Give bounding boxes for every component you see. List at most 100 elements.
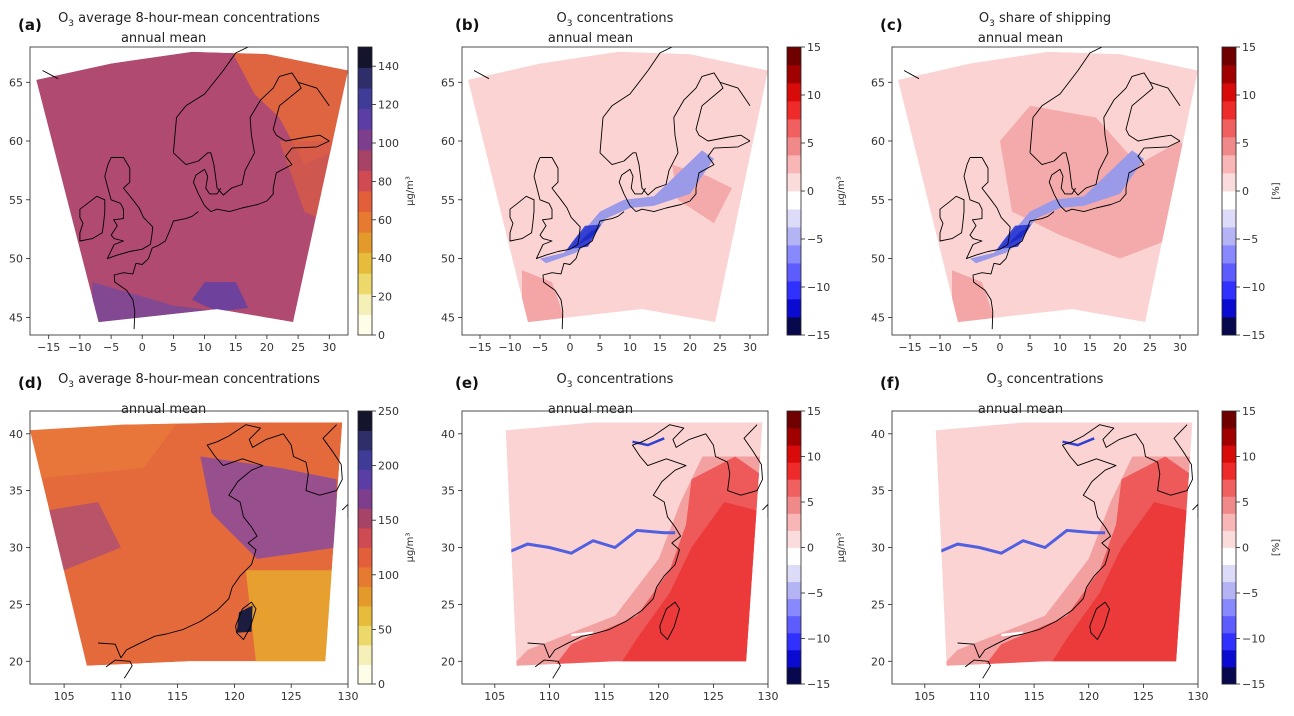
colorbar-band (787, 428, 801, 446)
coastline (1065, 140, 1181, 213)
panel-letter: (a) (18, 16, 42, 34)
title-main: O (58, 372, 68, 387)
x-tick-label: 125 (281, 690, 302, 703)
title-subscript: 3 (68, 19, 74, 29)
panel-letter: (c) (880, 16, 903, 34)
colorbar-band (787, 445, 801, 463)
colorbar-tick-label: −15 (1242, 678, 1265, 691)
field-base (468, 51, 768, 323)
colorbar-band (1222, 101, 1236, 120)
coastline (762, 503, 768, 518)
x-tick-label: 0 (567, 341, 574, 354)
colorbar-band (358, 489, 372, 509)
panel-title: O3 concentrations (557, 372, 674, 390)
coastline (972, 211, 1055, 330)
y-tick-label: 25 (871, 598, 885, 611)
colorbar-tick-label: 0 (807, 542, 814, 555)
panel-title: O3 average 8-hour-mean concentrations (58, 372, 320, 390)
colorbar-band (358, 586, 372, 607)
colorbar-band (787, 263, 801, 282)
coastline (527, 424, 706, 659)
colorbar-tick-label: 10 (1242, 89, 1256, 102)
coastline (659, 601, 680, 641)
x-tick-label: 125 (1133, 690, 1154, 703)
colorbar-band (1222, 666, 1236, 685)
panel-subtitle: annual mean (978, 402, 1063, 417)
colorbar-band (1222, 547, 1236, 565)
panel-letter: (d) (18, 374, 42, 392)
coastline (599, 47, 673, 153)
y-tick-label: 35 (441, 485, 455, 498)
colorbar-tick-label: −5 (807, 233, 823, 246)
colorbar-label: [%] (1271, 539, 1282, 556)
coastline (635, 140, 751, 213)
colorbar-band (358, 469, 372, 490)
data-field (898, 51, 1198, 323)
colorbar-band (358, 547, 372, 568)
colorbar-band (358, 273, 372, 295)
x-tick-label: 110 (969, 690, 990, 703)
x-tick-label: 25 (713, 341, 727, 354)
coastline (963, 157, 1011, 260)
colorbar-band (358, 232, 372, 254)
colorbar-band (787, 632, 801, 651)
x-tick-label: 115 (1024, 690, 1045, 703)
x-tick-label: 25 (1143, 341, 1157, 354)
x-tick-label: −15 (468, 341, 491, 354)
panel-letter: (b) (455, 16, 479, 34)
x-tick-label: 0 (139, 341, 146, 354)
colorbar-band (787, 191, 801, 210)
colorbar-tick-label: −5 (807, 587, 823, 600)
x-tick-label: 25 (291, 341, 305, 354)
panel-title: O3 average 8-hour-mean concentrations (58, 11, 320, 29)
colorbar-tick-label: 0 (1242, 185, 1249, 198)
field-alps (192, 282, 249, 312)
data-field (505, 422, 763, 666)
x-tick-label: 20 (1113, 341, 1127, 354)
title-rest: share of shipping (995, 11, 1111, 26)
colorbar-band (358, 170, 372, 192)
colorbar-band (358, 450, 372, 470)
title-rest: average 8-hour-mean concentrations (74, 372, 320, 387)
colorbar-tick-label: −10 (1242, 281, 1265, 294)
x-tick-label: 105 (484, 690, 505, 703)
coastline (105, 659, 133, 679)
coastline (939, 195, 965, 242)
coastline (42, 70, 59, 80)
coastline (297, 81, 330, 107)
x-tick-label: 110 (110, 690, 131, 703)
y-tick-label: 45 (9, 311, 23, 324)
map-area (462, 411, 768, 684)
title-main: O (557, 372, 567, 387)
y-tick-label: 25 (9, 598, 23, 611)
colorbar-tick-label: 0 (378, 678, 385, 691)
field-east (200, 456, 337, 559)
colorbar-band (358, 67, 372, 89)
panel-letter: (f) (880, 374, 900, 392)
field-channel (997, 224, 1032, 250)
colorbar-tick-label: 5 (1242, 137, 1249, 150)
y-tick-label: 60 (871, 135, 885, 148)
field-north (30, 422, 178, 480)
coastline (1048, 168, 1076, 212)
coastline (1089, 601, 1110, 641)
y-tick-label: 30 (441, 542, 455, 555)
coastline (618, 168, 646, 212)
title-subscript: 3 (989, 19, 995, 29)
coastline (1135, 424, 1193, 496)
x-tick-label: 15 (1083, 341, 1097, 354)
coastline (1029, 72, 1181, 196)
colorbar-band (787, 245, 801, 264)
x-tick-label: 120 (1078, 690, 1099, 703)
colorbar-tick-label: 250 (378, 405, 399, 418)
coastline (1029, 47, 1103, 153)
colorbar-band (1222, 155, 1236, 174)
panel-subtitle: annual mean (548, 31, 633, 46)
x-tick-label: 10 (623, 341, 637, 354)
colorbar-band (787, 281, 801, 300)
x-tick-label: 5 (1027, 341, 1034, 354)
coastline (98, 424, 284, 659)
